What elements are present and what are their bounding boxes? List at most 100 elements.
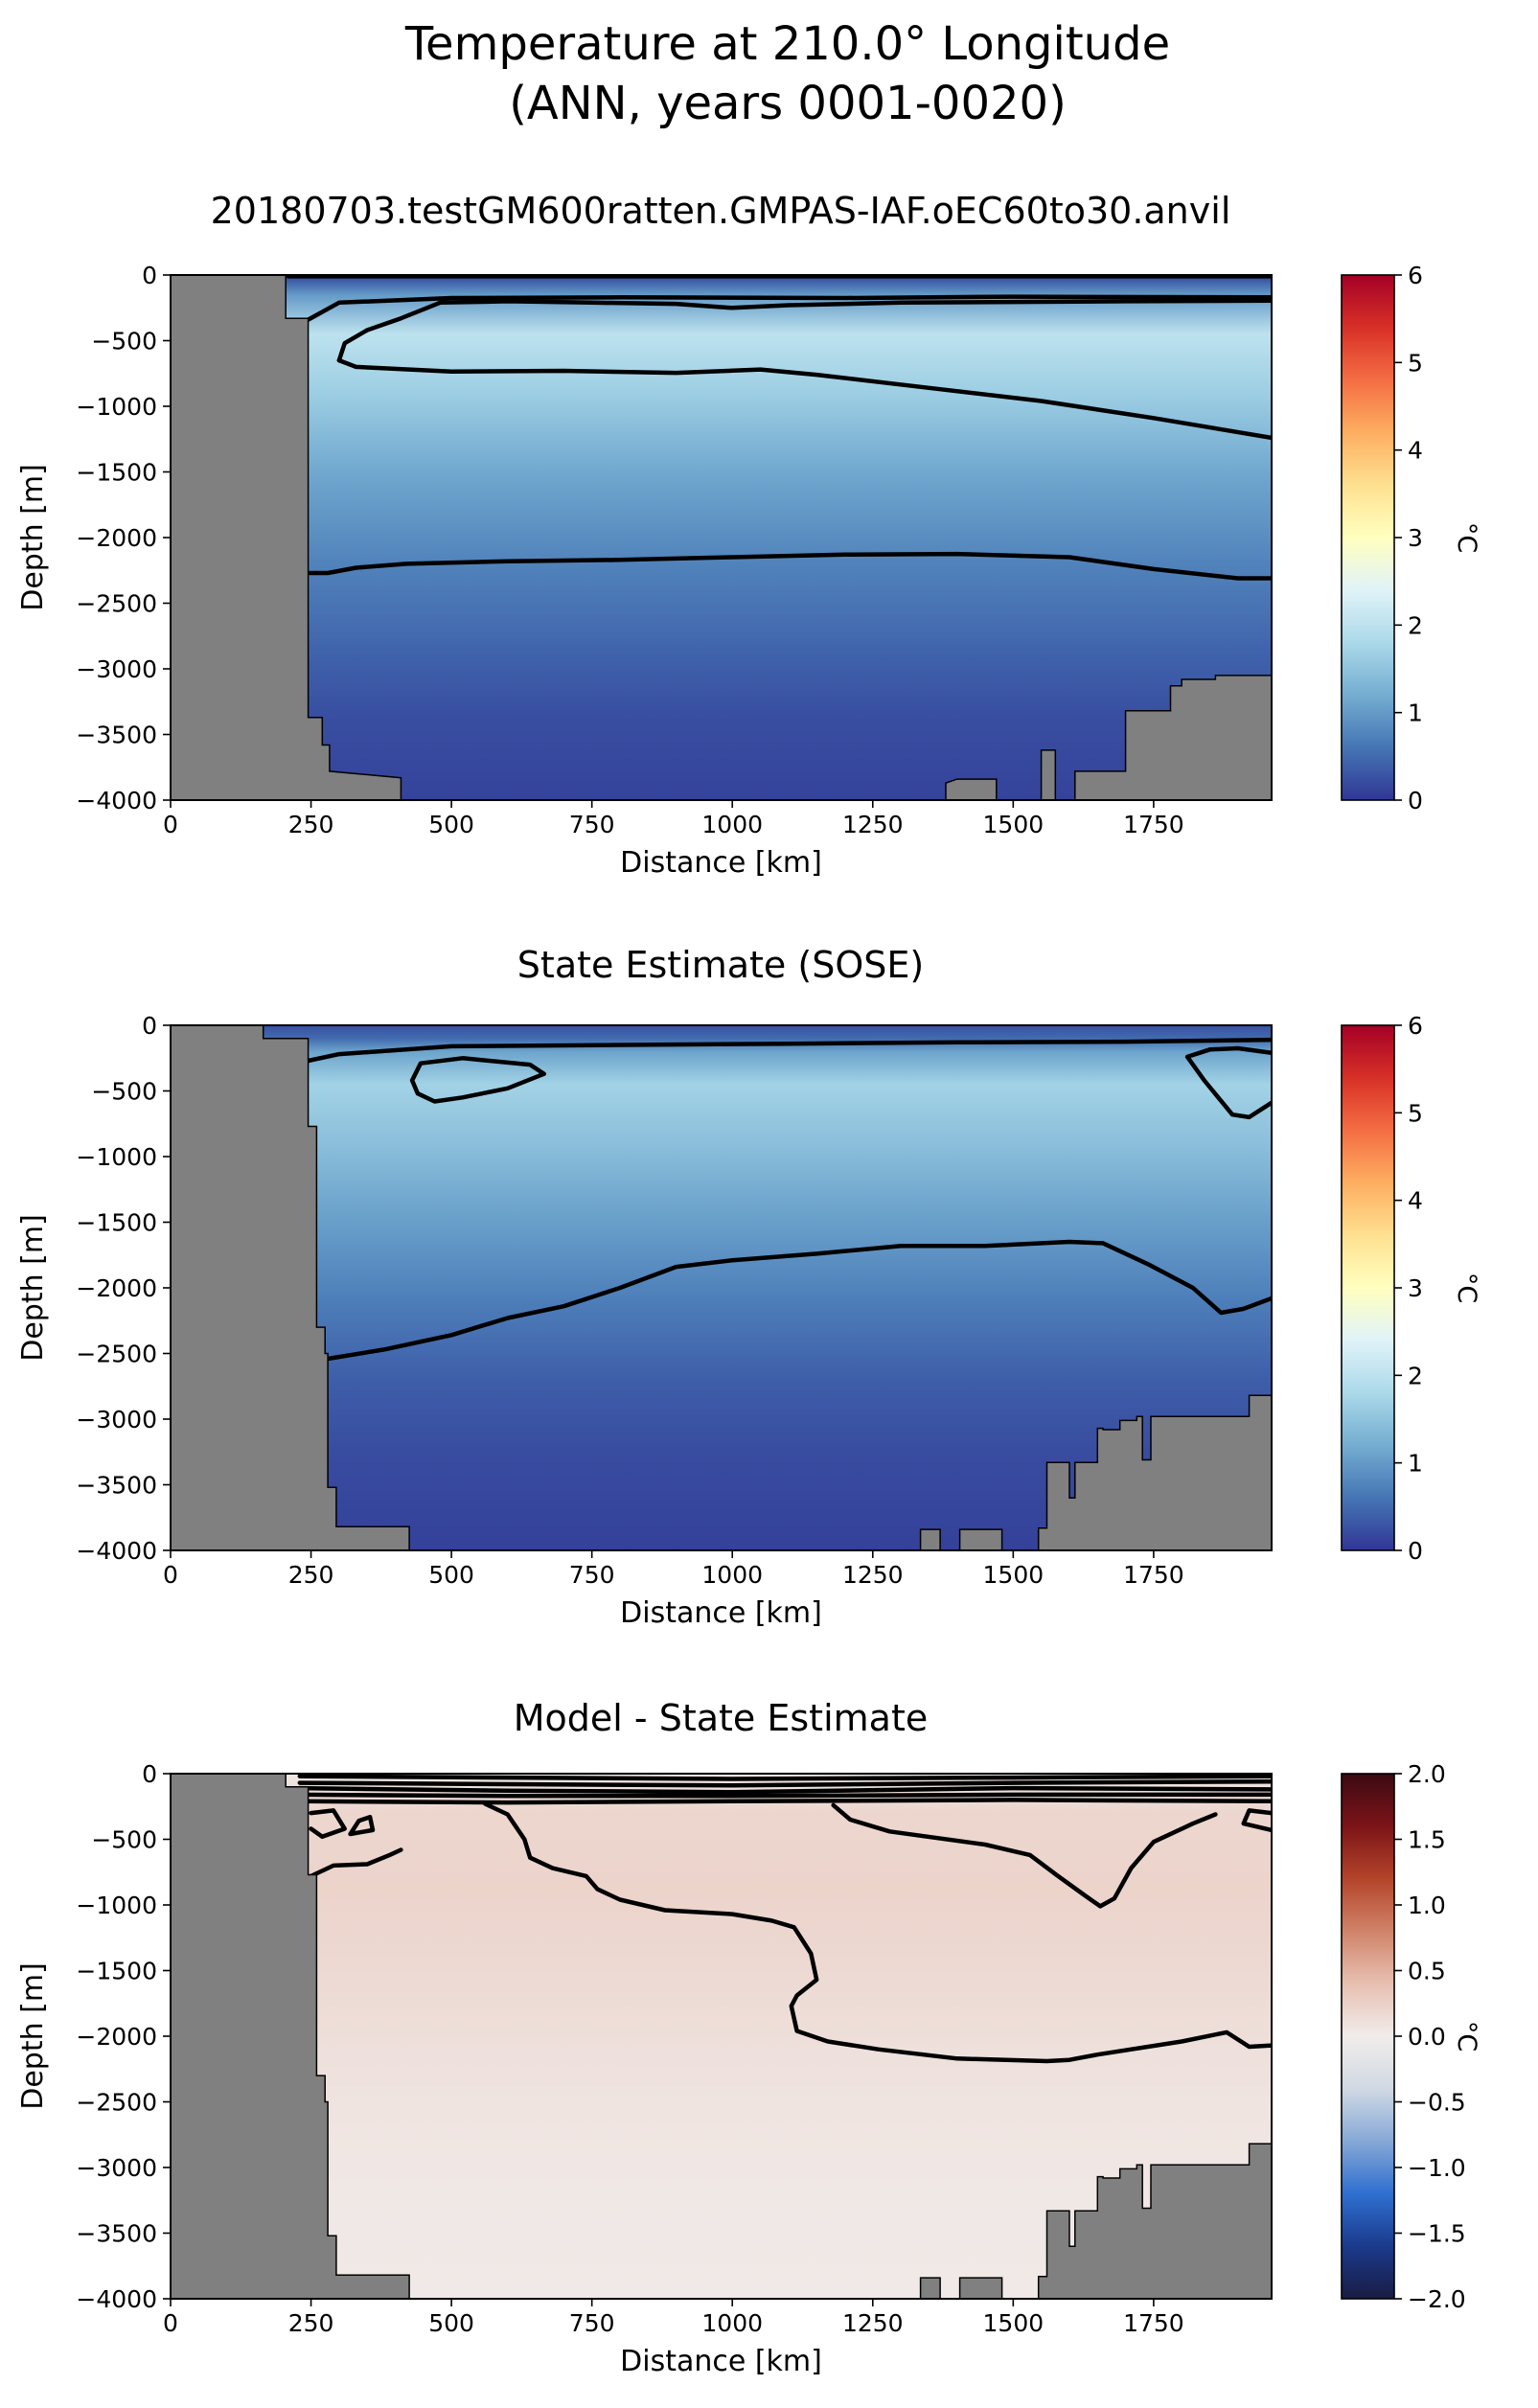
x-tick-label: 750	[569, 1561, 615, 1589]
contour-line-5	[297, 1798, 1272, 1805]
colorbar-label: °C	[1452, 1273, 1481, 1303]
colorbar-tick-label: 2	[1408, 611, 1423, 639]
land-mask-1	[945, 778, 998, 801]
y-tick-label: −1000	[76, 1892, 157, 1919]
y-tick-label: −3500	[76, 722, 157, 749]
x-tick-label: 1250	[842, 1561, 904, 1589]
colorbar-tick-label: −2.0	[1408, 2285, 1466, 2313]
x-tick-label: 1000	[701, 811, 763, 838]
panel-3-contours	[297, 1774, 1272, 2064]
y-tick-label: −2500	[76, 590, 157, 618]
colorbar-label: °C	[1452, 522, 1481, 553]
x-tick-label: 1500	[983, 2309, 1044, 2337]
contour-line-3	[297, 1785, 1272, 1795]
contour-line-4	[336, 357, 1272, 441]
x-axis-label: Distance [km]	[620, 846, 822, 880]
x-tick-label: 0	[163, 2309, 178, 2337]
colorbar-tick-label: −0.5	[1408, 2089, 1466, 2117]
contour-line-10	[831, 1802, 1218, 1909]
y-tick-label: −3000	[76, 655, 157, 683]
x-tick-label: 750	[569, 811, 615, 838]
colorbar-tick-label: −1.0	[1408, 2154, 1466, 2182]
land-mask-3	[1037, 1394, 1273, 1551]
colorbar-tick-label: 5	[1408, 349, 1423, 377]
colorbar-bar	[1341, 1773, 1395, 2300]
y-tick-label: −3500	[76, 1472, 157, 1500]
contour-line-2	[306, 294, 1272, 322]
panel-3-title: Model - State Estimate	[514, 1697, 928, 1739]
y-tick-label: 0	[142, 262, 157, 289]
contour-line-7	[348, 1814, 376, 1837]
x-tick-label: 1000	[701, 2309, 763, 2337]
contour-line-8	[309, 1847, 403, 1879]
land-mask-left	[170, 1773, 410, 2300]
x-tick-label: 1750	[1123, 811, 1184, 838]
x-tick-label: 500	[428, 1561, 474, 1589]
y-tick-label: 0	[142, 1760, 157, 1788]
y-tick-label: −500	[91, 328, 157, 355]
y-tick-label: −500	[91, 1826, 157, 1854]
panel-1-title: 20180703.testGM600ratten.GMPAS-IAF.oEC60…	[211, 190, 1231, 232]
colorbar-tick-label: 3	[1408, 1274, 1423, 1302]
y-tick-label: −4000	[76, 1537, 157, 1565]
panel-2: State Estimate (SOSE)0 250 500 750 1000 1250 1…	[16, 944, 1481, 1630]
colorbar-tick-label: 1.0	[1408, 1892, 1446, 1919]
x-tick-label: 500	[428, 811, 474, 838]
colorbar-tick-label: 0.0	[1408, 2023, 1446, 2051]
y-tick-label: −4000	[76, 2285, 157, 2313]
x-tick-label: 1750	[1123, 1561, 1184, 1589]
x-axis-label: Distance [km]	[620, 2345, 822, 2378]
colorbar-tick-label: 5	[1408, 1099, 1423, 1127]
x-tick-label: 0	[163, 811, 178, 838]
contour-line-4	[297, 1792, 1272, 1799]
colorbar-tick-label: 2	[1408, 1362, 1423, 1389]
colorbar-bar	[1341, 1024, 1395, 1551]
figure-title-line2: (ANN, years 0001-0020)	[509, 77, 1067, 130]
land-mask-2	[958, 2277, 1003, 2300]
contour-line-11	[1241, 1808, 1272, 1833]
contour-line-3	[336, 298, 1272, 363]
colorbar-tick-label: 6	[1408, 1012, 1423, 1040]
y-tick-label: −1500	[76, 1209, 157, 1237]
contour-line-1	[297, 1774, 1272, 1781]
contour-line-5	[308, 551, 1272, 581]
x-tick-label: 1250	[842, 811, 904, 838]
contour-line-9	[483, 1801, 1272, 2064]
y-tick-label: −3000	[76, 2154, 157, 2182]
panel-1: 20180703.testGM600ratten.GMPAS-IAF.oEC60…	[16, 190, 1481, 880]
panel-3: Model - State Estimate 0 250 500 750 1000 1250…	[16, 1697, 1481, 2378]
colorbar-bar	[1341, 274, 1395, 801]
panel-1-field	[171, 275, 1272, 800]
y-tick-label: 0	[142, 1012, 157, 1040]
contour-line-3	[1184, 1045, 1272, 1120]
x-tick-label: 1500	[983, 811, 1044, 838]
colorbar-1: 0 1 2 3 4 5 6 °C	[1341, 262, 1481, 814]
x-tick-label: 250	[288, 1561, 334, 1589]
colorbar-tick-label: 2.0	[1408, 1760, 1446, 1788]
y-tick-label: −1500	[76, 1958, 157, 1985]
y-axis-label: Depth [m]	[16, 1214, 50, 1362]
contour-line-1	[306, 1037, 1272, 1064]
colorbar-label: °C	[1452, 2021, 1481, 2052]
x-tick-label: 0	[163, 1561, 178, 1589]
contour-line-2	[409, 1056, 547, 1104]
land-mask-3	[1037, 2143, 1273, 2300]
panel-2-contours	[306, 1037, 1272, 1362]
colorbar-tick-label: 1.5	[1408, 1826, 1446, 1854]
y-tick-label: −4000	[76, 787, 157, 814]
colorbar-tick-label: 1	[1408, 699, 1423, 727]
y-tick-label: −2500	[76, 1341, 157, 1368]
colorbar-tick-label: 4	[1408, 1187, 1423, 1215]
colorbar-tick-label: 4	[1408, 437, 1423, 465]
contour-line-2	[297, 1778, 1272, 1788]
y-tick-label: −1000	[76, 1143, 157, 1171]
land-mask-1	[919, 1528, 941, 1551]
y-tick-label: −2000	[76, 2023, 157, 2051]
colorbar-tick-label: −1.5	[1408, 2220, 1466, 2248]
colorbar-tick-label: 3	[1408, 524, 1423, 552]
x-tick-label: 1500	[983, 1561, 1044, 1589]
colorbar-tick-label: 0	[1408, 1537, 1423, 1565]
x-axis-label: Distance [km]	[620, 1596, 822, 1630]
y-tick-label: −2000	[76, 1274, 157, 1302]
